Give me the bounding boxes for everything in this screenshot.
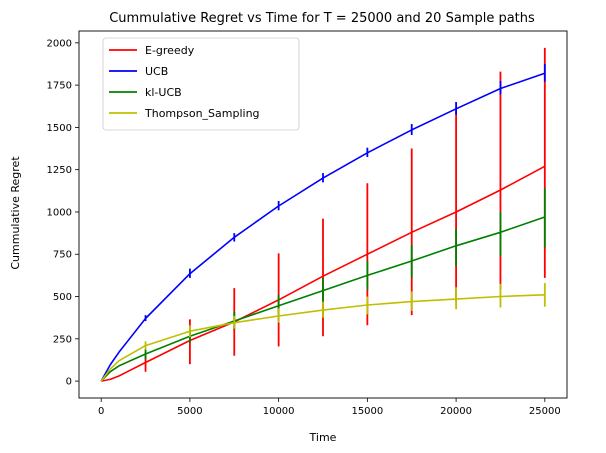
y-tick-label: 2000 (47, 38, 72, 49)
series-ucb (100, 63, 546, 382)
legend-label-ucb: UCB (145, 65, 168, 78)
plot-area (78, 30, 568, 399)
legend-label-e-greedy: E-greedy (145, 44, 195, 57)
y-axis-label: Cummulative Regret (9, 156, 22, 270)
x-tick-label: 5000 (177, 406, 202, 417)
legend-box (102, 37, 300, 131)
y-tick-label: 1500 (47, 123, 72, 134)
x-axis-label: Time (309, 431, 337, 444)
x-tick-label: 15000 (351, 406, 383, 417)
x-axis: 0 5000 10000 15000 20000 25000 (98, 398, 561, 417)
x-tick-label: 20000 (440, 406, 472, 417)
x-tick-label: 25000 (529, 406, 561, 417)
legend-label-kl-ucb: kl-UCB (145, 86, 182, 99)
chart-title: Cummulative Regret vs Time for T = 25000… (109, 11, 535, 26)
x-tick-label: 10000 (263, 406, 295, 417)
series-e-greedy (101, 47, 546, 382)
legend: E-greedy UCB kl-UCB Thompson_Sampling (102, 37, 300, 131)
y-tick-label: 0 (66, 377, 72, 388)
x-tick-label: 0 (98, 406, 104, 417)
series-thompson-sampling (100, 282, 546, 382)
axes-frame (78, 30, 568, 399)
y-tick-label: 1000 (47, 207, 72, 218)
y-axis: 0 250 500 750 1000 1250 1500 1750 2000 (47, 38, 79, 388)
legend-label-thompson-sampling: Thompson_Sampling (144, 107, 260, 120)
y-tick-label: 750 (53, 250, 72, 261)
y-tick-label: 1250 (47, 165, 72, 176)
y-tick-label: 500 (53, 292, 72, 303)
series-kl-ucb (100, 188, 546, 382)
y-tick-label: 1750 (47, 81, 72, 92)
y-tick-label: 250 (53, 334, 72, 345)
